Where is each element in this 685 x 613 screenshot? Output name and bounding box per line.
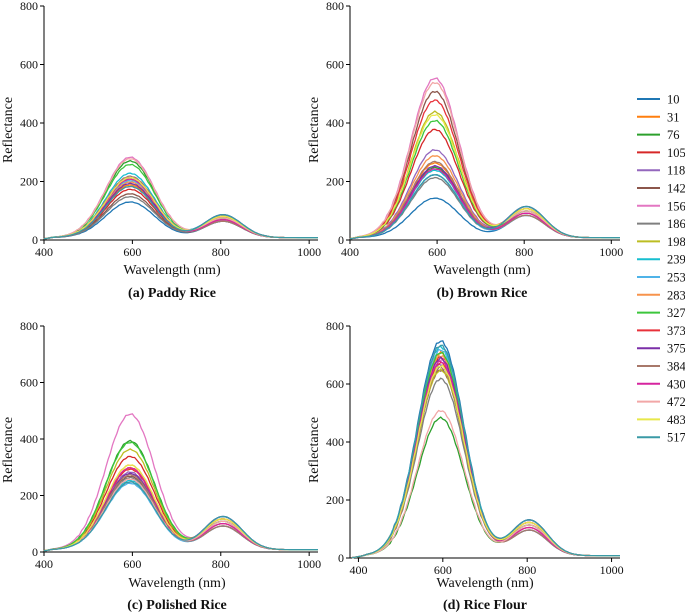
- x-tick-label: 1000: [297, 557, 321, 571]
- y-tick-label: 800: [20, 0, 38, 13]
- legend: 10 31 76 105 118 142 156 186 198 239 253 283 327 373 3…: [637, 93, 685, 445]
- x-tick-label: 800: [212, 245, 230, 259]
- panel-paddy-rice: 0 200 400 600 800 400 600 800 1000 Wavelength (n…: [1, 0, 321, 301]
- series-line-384: [352, 365, 620, 559]
- legend-entry: 10: [667, 93, 680, 107]
- legend-entry: 327: [667, 306, 685, 320]
- legend-entry: 384: [667, 360, 685, 374]
- panel-polished-rice: 0 200 400 600 800 400 600 800 1000 Wavelength (n…: [1, 319, 321, 613]
- plot-area-rice-flour: 0 200 400 600 800 400 600 800 1000: [326, 319, 624, 577]
- legend-entry: 76: [667, 128, 680, 142]
- legend-entry: 430: [667, 377, 685, 391]
- series-line-517: [349, 174, 620, 240]
- series-line-198: [352, 367, 620, 559]
- y-tick-label: 600: [326, 377, 344, 391]
- y-tick-label: 600: [20, 58, 38, 72]
- plot-area-paddy-rice: 0 200 400 600 800 400 600 800 1000: [20, 0, 321, 259]
- x-tick-label: 600: [123, 245, 141, 259]
- panel-caption: (a) Paddy Rice: [128, 286, 216, 301]
- legend-entry: 156: [667, 199, 685, 213]
- y-tick-label: 400: [326, 435, 344, 449]
- y-tick-label: 800: [20, 319, 38, 333]
- series-line-142: [352, 369, 620, 559]
- legend-entry: 118: [667, 164, 685, 178]
- x-tick-label: 600: [428, 245, 446, 259]
- legend-entry: 31: [667, 110, 680, 124]
- y-axis-label: Reflectance: [307, 97, 322, 163]
- series-line-10: [43, 201, 318, 240]
- x-tick-label: 800: [515, 245, 533, 259]
- y-axis-label: Reflectance: [1, 417, 16, 483]
- panel-caption: (d) Rice Flour: [443, 598, 527, 613]
- panel-brown-rice: 0 200 400 600 800 400 600 800 1000 Wavelength (n…: [307, 0, 623, 301]
- y-axis-label: Reflectance: [307, 417, 322, 483]
- x-tick-label: 800: [212, 557, 230, 571]
- y-tick-label: 400: [20, 432, 38, 446]
- y-tick-label: 0: [32, 545, 38, 559]
- legend-entry: 105: [667, 146, 685, 160]
- legend-entry: 142: [667, 182, 685, 196]
- legend-entry: 253: [667, 271, 685, 285]
- y-tick-label: 0: [32, 233, 38, 247]
- legend-entry: 483: [667, 413, 685, 427]
- x-tick-label: 400: [35, 557, 53, 571]
- y-tick-label: 600: [20, 376, 38, 390]
- x-tick-label: 400: [349, 563, 367, 577]
- x-axis-label: Wavelength (nm): [433, 263, 531, 278]
- panel-caption: (b) Brown Rice: [437, 286, 528, 301]
- x-tick-label: 1000: [600, 563, 624, 577]
- series-line-253: [43, 482, 318, 552]
- series-line-253: [349, 174, 620, 240]
- plot-area-polished-rice: 0 200 400 600 800 400 600 800 1000: [20, 319, 321, 571]
- y-tick-label: 400: [326, 116, 344, 130]
- x-tick-label: 400: [341, 245, 359, 259]
- series-line-517: [352, 344, 620, 559]
- legend-entry: 239: [667, 253, 685, 267]
- panel-caption: (c) Polished Rice: [127, 598, 227, 613]
- legend-entry: 375: [667, 342, 685, 356]
- legend-entry: 198: [667, 235, 685, 249]
- legend-entry: 283: [667, 288, 685, 302]
- x-axis-label: Wavelength (nm): [128, 576, 226, 591]
- x-axis-label: Wavelength (nm): [123, 263, 221, 278]
- series-line-517: [43, 481, 318, 552]
- x-axis-label: Wavelength (nm): [436, 576, 534, 591]
- y-tick-label: 400: [20, 116, 38, 130]
- y-tick-label: 0: [338, 551, 344, 565]
- y-tick-label: 200: [326, 175, 344, 189]
- legend-entry: 472: [667, 395, 685, 409]
- y-tick-label: 200: [20, 175, 38, 189]
- y-tick-label: 800: [326, 0, 344, 13]
- plot-area-brown-rice: 0 200 400 600 800 400 600 800 1000: [326, 0, 623, 259]
- panel-rice-flour: 0 200 400 600 800 400 600 800 1000 Wavelength (n…: [307, 319, 624, 613]
- y-axis-label: Reflectance: [1, 97, 16, 163]
- y-tick-label: 800: [326, 319, 344, 333]
- x-tick-label: 400: [35, 245, 53, 259]
- x-tick-label: 1000: [297, 245, 321, 259]
- y-tick-label: 200: [20, 489, 38, 503]
- y-tick-label: 600: [326, 58, 344, 72]
- legend-entry: 186: [667, 217, 685, 231]
- x-tick-label: 800: [518, 563, 536, 577]
- series-line-472: [43, 478, 318, 552]
- x-tick-label: 600: [123, 557, 141, 571]
- y-tick-label: 0: [338, 233, 344, 247]
- legend-entry: 373: [667, 324, 685, 338]
- x-tick-label: 1000: [599, 245, 623, 259]
- legend-entry: 517: [667, 431, 685, 445]
- y-tick-label: 200: [326, 493, 344, 507]
- x-tick-label: 600: [434, 563, 452, 577]
- series-line-517: [43, 185, 318, 240]
